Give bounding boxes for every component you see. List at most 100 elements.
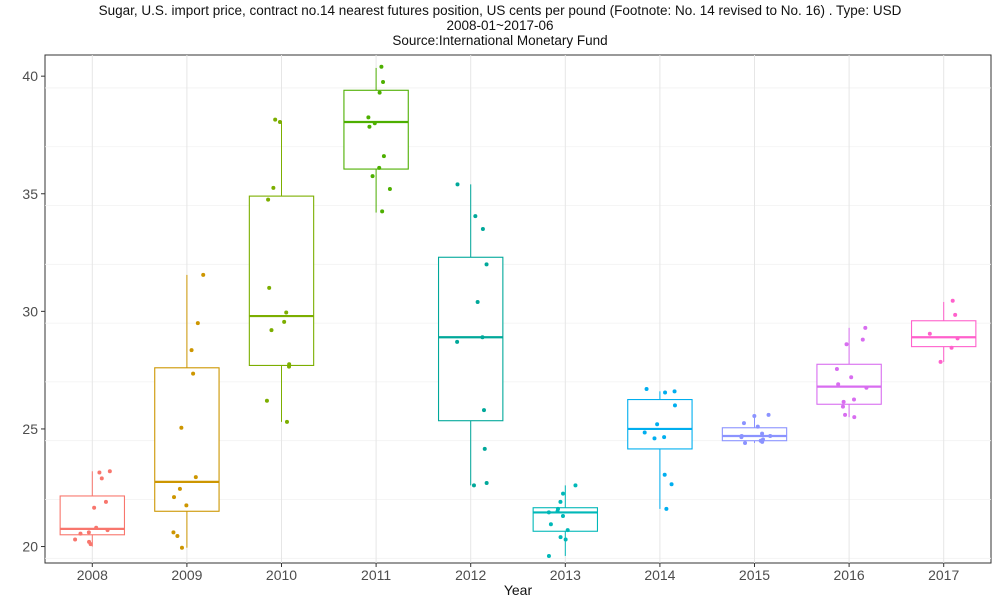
data-point [644,386,649,391]
data-point [760,439,765,444]
data-point [662,435,667,440]
y-tick-label: 25 [22,421,38,437]
data-point [565,528,570,533]
data-point [558,535,563,540]
data-point [481,408,486,413]
data-point [94,525,99,530]
data-point [844,342,849,347]
x-tick-label: 2011 [361,567,391,583]
data-point [834,366,839,371]
data-point [953,312,958,317]
data-point [836,382,841,387]
data-point [561,491,566,496]
box-body [437,256,504,422]
data-point [662,472,667,477]
data-point [271,185,276,190]
data-point [938,359,943,364]
data-point [546,510,551,515]
x-tick-label: 2013 [550,567,581,583]
data-point [548,522,553,527]
data-point [852,415,857,420]
data-point [560,513,565,518]
data-point [86,530,91,535]
data-point [103,499,108,504]
data-point [73,537,78,542]
data-point [184,503,189,508]
data-point [195,321,200,326]
data-point [372,121,377,126]
data-point [282,319,287,324]
data-point [367,124,372,129]
data-point [672,403,677,408]
data-point [558,499,563,504]
data-point [475,299,480,304]
axis-layer: 20 25 30 35 40 2008 2009 2010 2011 2012 2013 2014 20… [22,68,959,583]
data-point [849,375,854,380]
chart-title: Sugar, U.S. import price, contract no.14… [98,3,902,18]
point-layer [73,64,960,558]
data-point [273,117,278,122]
box-body [721,427,788,442]
data-point [177,486,182,491]
y-tick-label: 30 [22,303,38,319]
data-point [672,389,677,394]
data-point [843,412,848,417]
data-point [484,262,489,267]
x-tick-label: 2009 [171,567,202,583]
x-tick-label: 2017 [928,567,959,583]
data-point [191,371,196,376]
data-point [546,553,551,558]
data-point [284,310,289,315]
y-tick-label: 35 [22,186,38,202]
box-body [248,195,315,366]
x-tick-label: 2014 [644,567,675,583]
data-point [573,483,578,488]
data-point [201,272,206,277]
data-point [193,475,198,480]
x-tick-label: 2015 [739,567,770,583]
data-point [287,364,292,369]
data-point [172,495,177,500]
data-point [664,506,669,511]
data-point [455,339,460,344]
data-point [752,414,757,419]
data-point [863,325,868,330]
data-point [766,412,771,417]
data-point [755,424,760,429]
chart-source: Source:International Monetary Fund [392,33,608,48]
data-point [555,509,560,514]
data-point [864,385,869,390]
data-point [377,90,382,95]
data-point [852,397,857,402]
data-point [739,435,744,440]
data-point [927,331,932,336]
box-body [343,89,409,170]
data-point [480,227,485,232]
data-point [107,469,112,474]
data-point [87,539,92,544]
data-point [768,434,773,438]
x-tick-label: 2012 [455,567,486,583]
data-point [264,398,269,403]
data-point [175,533,180,538]
box-body [532,507,599,532]
data-point [642,430,647,435]
chart-title-block: Sugar, U.S. import price, contract no.14… [0,3,1000,48]
data-point [955,336,960,341]
box-layer [59,67,977,556]
data-point [455,182,460,187]
data-point [380,209,385,214]
data-point [97,470,102,475]
x-tick-label: 2016 [834,567,865,583]
chart-subtitle: 2008-01~2017-06 [446,18,554,33]
data-point [387,187,392,192]
data-point [669,482,674,487]
data-point [381,80,386,85]
data-point [284,419,289,424]
data-point [663,390,668,395]
data-point [473,214,478,219]
data-point [189,348,194,353]
y-tick-label: 20 [22,539,38,555]
box-body [627,398,693,450]
